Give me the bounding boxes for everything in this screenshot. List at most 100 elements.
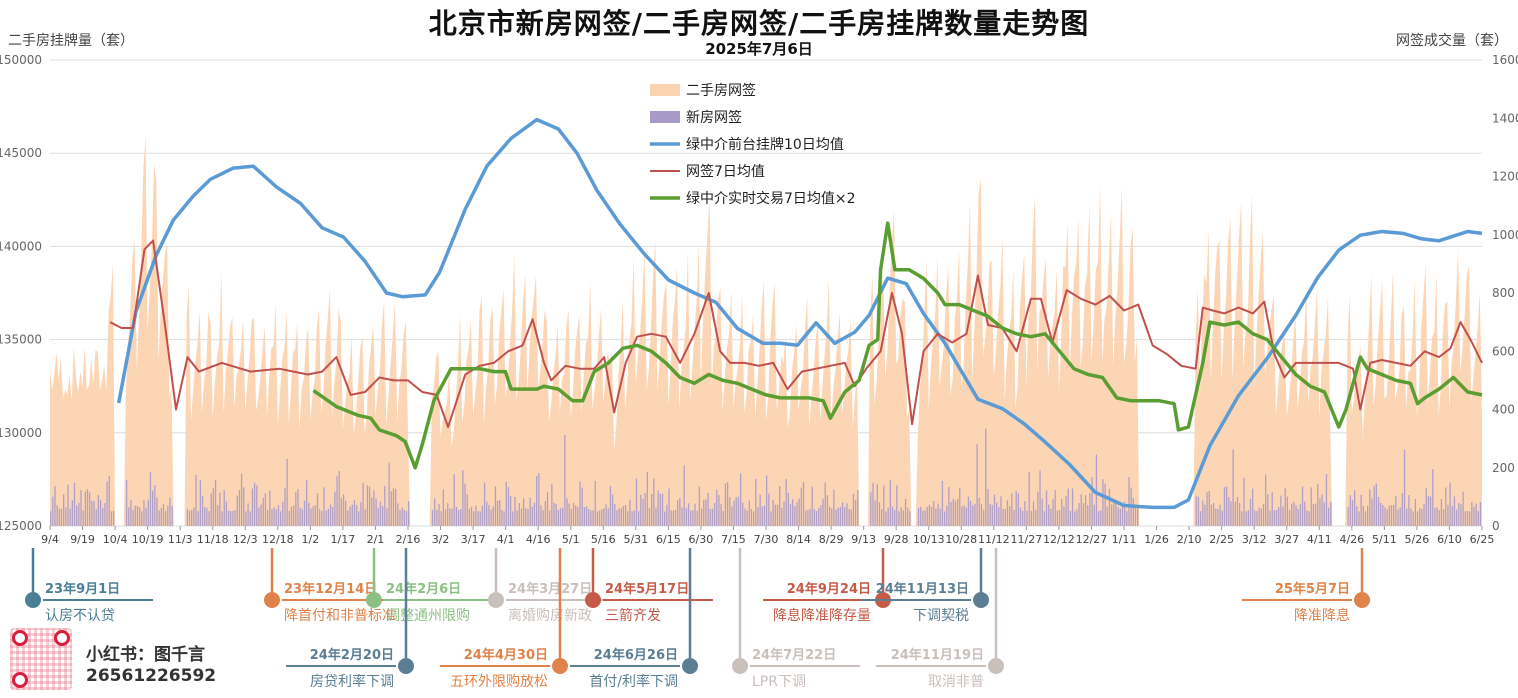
new-signing-bar	[295, 491, 297, 526]
new-signing-bar	[750, 509, 753, 526]
new-signing-bar	[564, 435, 566, 526]
x-tick-label: 7/30	[754, 533, 779, 546]
new-signing-bar	[1219, 504, 1221, 526]
new-signing-bar	[86, 489, 89, 526]
new-signing-bar	[822, 498, 824, 526]
annotation-date: 24年7月22日	[752, 647, 836, 663]
new-signing-bar	[455, 506, 458, 526]
x-tick-label: 11/18	[197, 533, 229, 546]
new-signing-bar	[952, 498, 954, 526]
new-signing-bar	[1058, 510, 1061, 526]
new-signing-bar	[922, 510, 924, 526]
new-signing-bar	[1362, 505, 1364, 526]
new-signing-bar	[479, 511, 481, 526]
new-signing-bar	[1479, 502, 1482, 526]
new-signing-bar	[1050, 508, 1052, 526]
new-signing-bar	[1288, 509, 1291, 526]
new-signing-bar	[711, 508, 714, 526]
new-signing-bar	[1262, 504, 1265, 526]
new-signing-bar	[1295, 505, 1297, 526]
new-signing-bar	[837, 507, 839, 526]
new-signing-bar	[82, 510, 84, 526]
new-signing-bar	[1436, 507, 1438, 526]
new-signing-bar	[1102, 479, 1104, 526]
new-signing-bar	[99, 499, 102, 526]
new-signing-bar	[785, 479, 787, 526]
new-signing-bar	[284, 487, 286, 526]
new-signing-bar	[789, 503, 792, 526]
new-signing-bar	[562, 507, 564, 526]
legend-label: 二手房网签	[686, 82, 756, 99]
new-signing-bar	[1009, 506, 1011, 526]
new-signing-bar	[1468, 511, 1471, 526]
new-signing-bar	[141, 511, 143, 526]
new-signing-bar	[757, 507, 759, 526]
new-signing-bar	[1210, 504, 1213, 526]
new-signing-bar	[462, 470, 464, 526]
new-signing-bar	[1364, 511, 1367, 526]
x-tick-label: 2/1	[367, 533, 385, 546]
new-signing-bar	[1458, 502, 1460, 526]
new-signing-bar	[1093, 504, 1095, 526]
annotation-label: 房贷利率下调	[310, 673, 394, 690]
new-signing-bar	[828, 506, 831, 526]
new-signing-bar	[1241, 511, 1243, 526]
new-signing-bar	[212, 488, 215, 526]
new-signing-bar	[1445, 487, 1447, 526]
new-signing-bar	[781, 507, 783, 526]
new-signing-bar	[592, 510, 594, 526]
annotation-date: 24年5月17日	[605, 581, 689, 597]
new-signing-bar	[336, 476, 338, 526]
new-signing-bar	[1247, 510, 1249, 526]
new-signing-bar	[1126, 511, 1128, 526]
new-signing-bar	[1310, 487, 1312, 526]
new-signing-bar	[950, 501, 952, 526]
new-signing-bar	[1082, 503, 1085, 526]
new-signing-bar	[1466, 510, 1469, 526]
new-signing-bar	[557, 509, 560, 526]
new-signing-bar	[327, 508, 330, 526]
new-signing-bar	[1286, 496, 1289, 526]
new-signing-bar	[134, 505, 136, 526]
annotation-date: 24年11月13日	[876, 581, 969, 597]
new-signing-bar	[102, 508, 104, 526]
new-signing-bar	[880, 509, 883, 526]
new-signing-bar	[80, 489, 82, 526]
new-signing-bar	[1067, 488, 1069, 526]
new-signing-bar	[633, 510, 635, 526]
new-signing-bar	[457, 510, 460, 526]
legend-swatch	[650, 111, 680, 123]
new-signing-bar	[1206, 492, 1208, 526]
new-signing-bar	[1330, 501, 1332, 526]
y-tick-labels: 125000 130000 135000 140000 145000 150000 0 200…	[0, 53, 1518, 533]
new-signing-bar	[1280, 495, 1282, 526]
new-signing-bar	[227, 510, 230, 526]
new-signing-bar	[160, 508, 162, 526]
new-signing-bar	[453, 474, 455, 526]
new-signing-bar	[108, 475, 110, 526]
new-signing-bar	[54, 486, 56, 526]
new-signing-bar	[1382, 505, 1384, 526]
new-signing-bar	[598, 510, 601, 526]
x-tick-label: 1/17	[331, 533, 356, 546]
new-signing-bar	[338, 470, 340, 526]
new-signing-bar	[844, 507, 846, 526]
new-signing-bar	[1265, 474, 1267, 526]
new-signing-bar	[954, 500, 957, 526]
new-signing-bar	[210, 493, 212, 526]
new-signing-bar	[553, 502, 555, 526]
new-signing-bar	[1061, 499, 1063, 526]
new-signing-bar	[201, 495, 204, 526]
new-signing-bar	[590, 510, 592, 526]
new-signing-bar	[1000, 496, 1002, 526]
new-signing-bar	[833, 489, 835, 526]
new-signing-bar	[321, 511, 323, 526]
new-signing-bar	[234, 510, 236, 526]
series-lines	[109, 117, 1483, 510]
new-signing-bar	[290, 506, 293, 526]
new-signing-bar	[679, 497, 681, 526]
new-signing-bar	[106, 481, 108, 526]
new-signing-bar	[1427, 496, 1430, 526]
annotation-label: 离婚购房新政	[508, 607, 592, 624]
new-signing-bar	[588, 508, 590, 526]
